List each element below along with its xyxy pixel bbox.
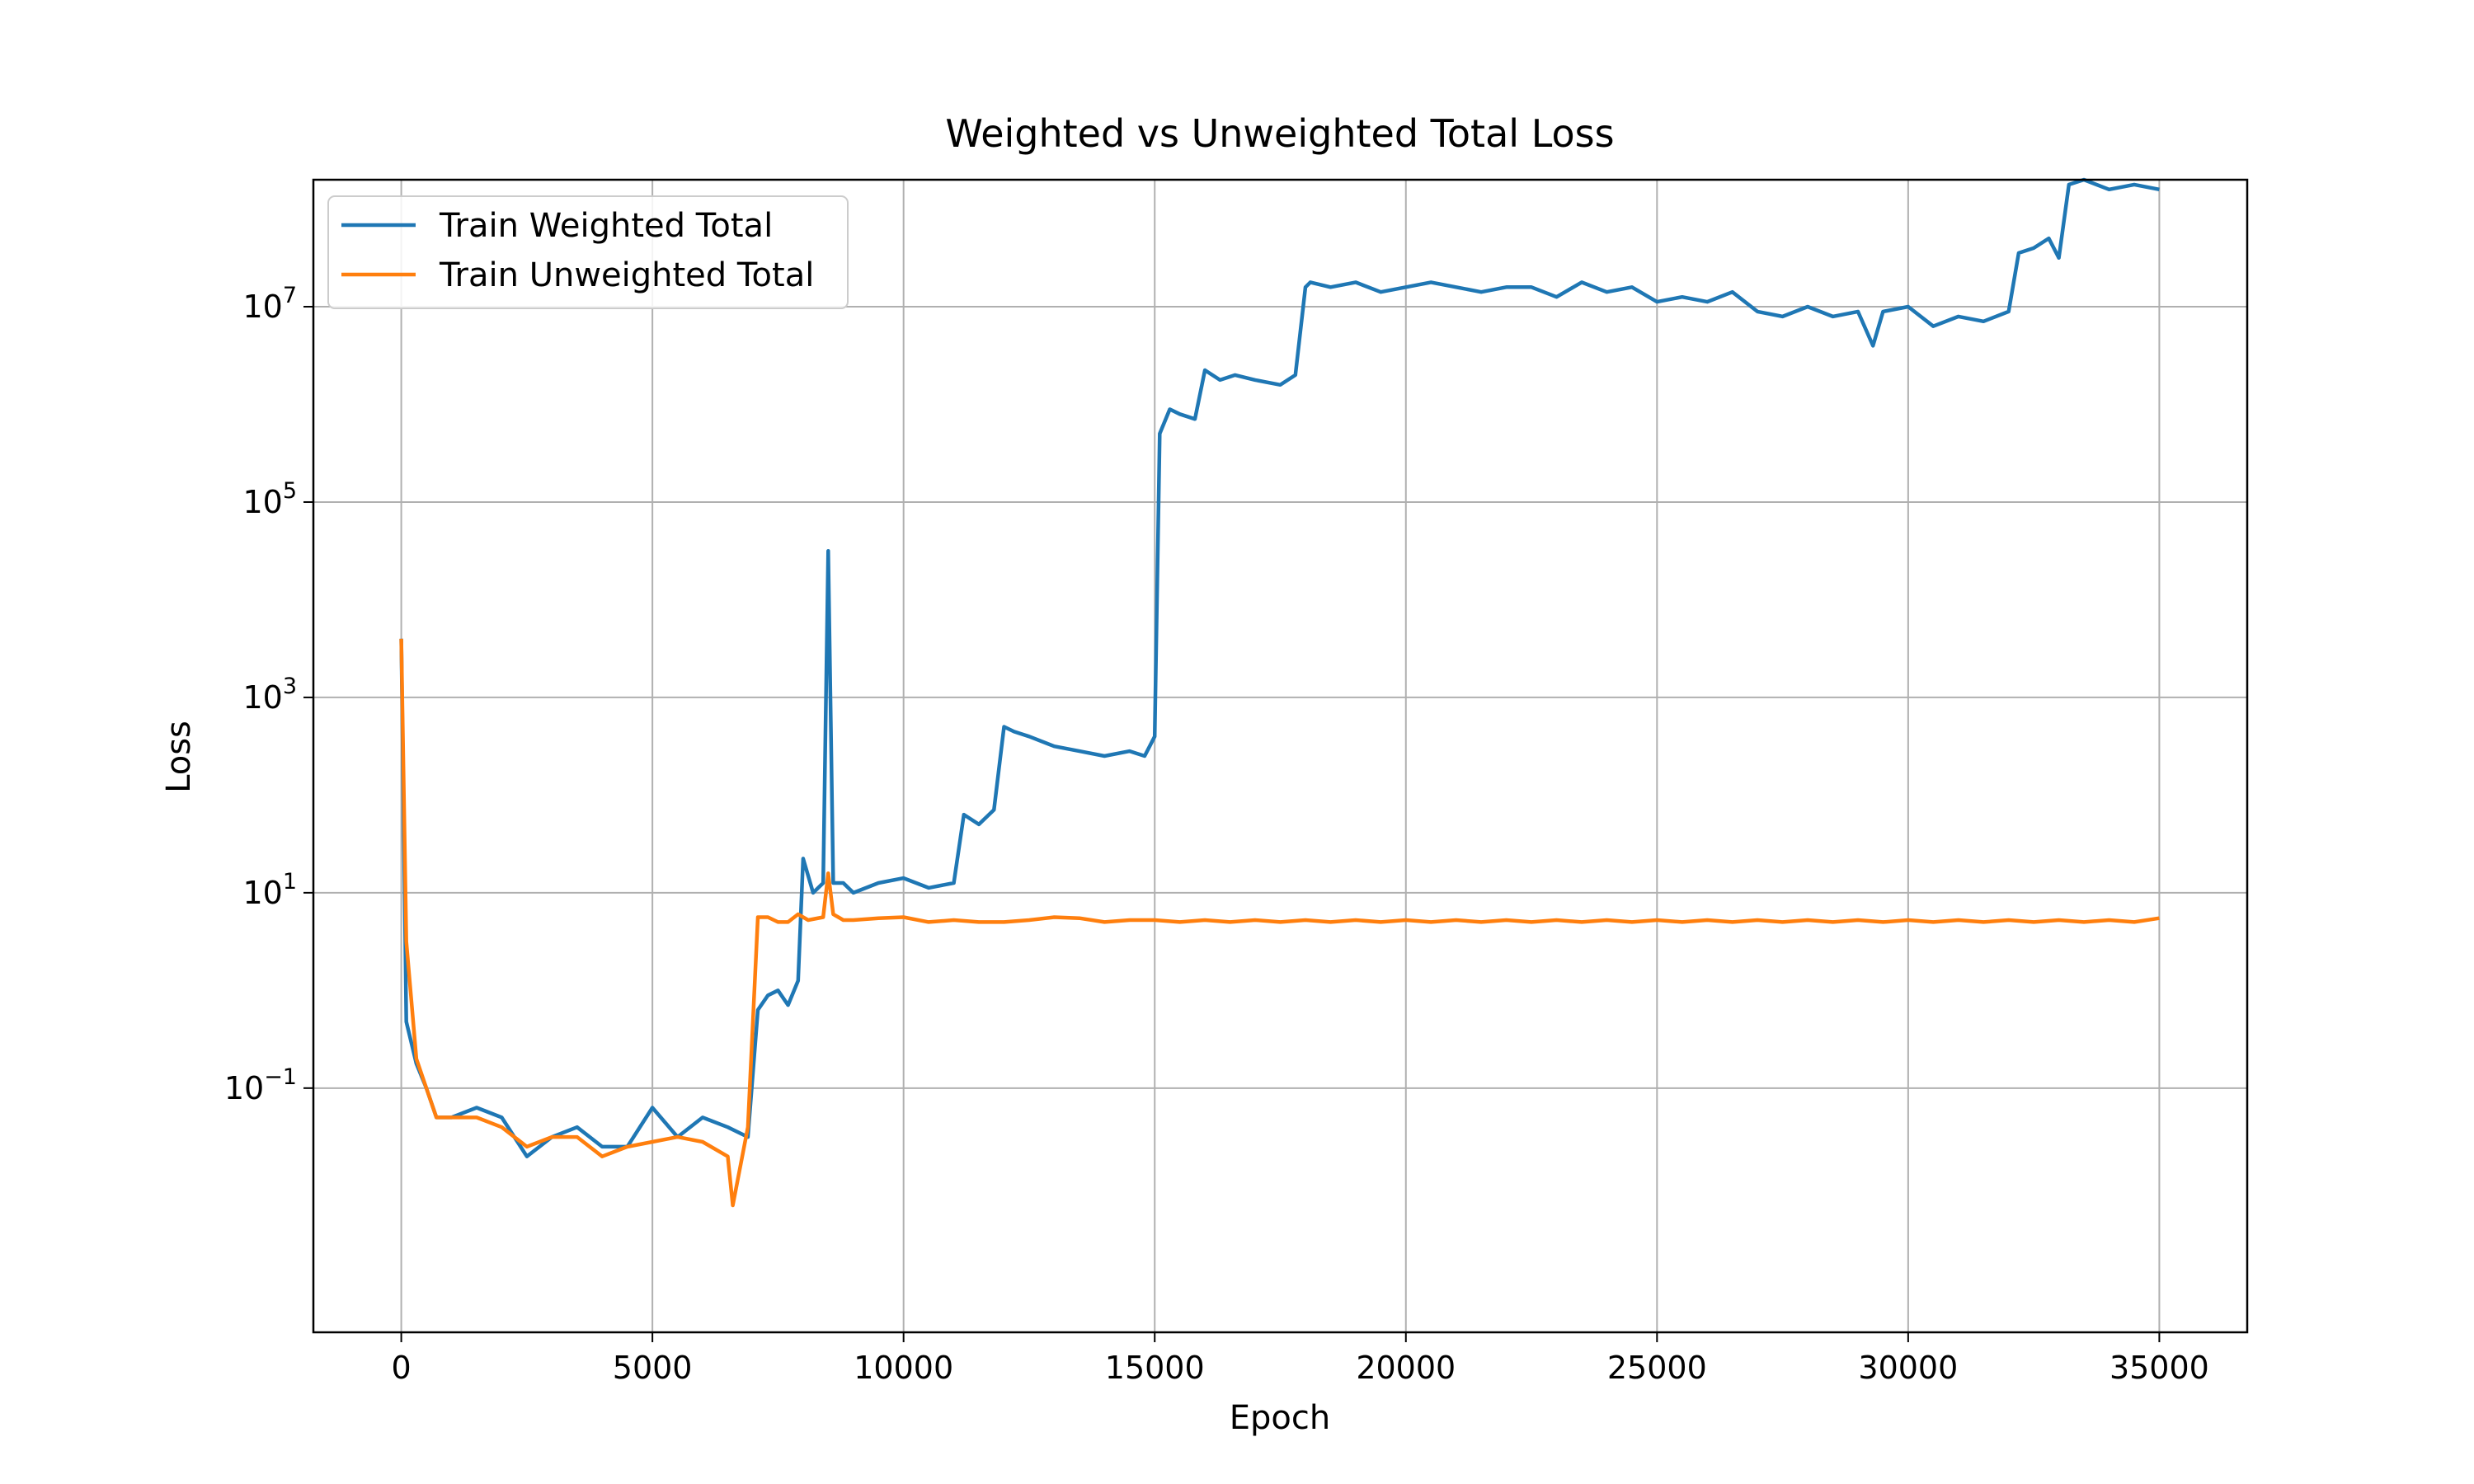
grid-lines	[313, 180, 2247, 1332]
series-line-0	[399, 177, 2160, 1158]
x-tick-label: 0	[391, 1350, 411, 1386]
x-tick-label: 35000	[2109, 1350, 2209, 1386]
y-axis-ticks: 10−1 101 103 105 107	[224, 283, 313, 1106]
y-tick-label: 107	[242, 283, 297, 325]
x-tick-label: 10000	[854, 1350, 953, 1386]
y-tick-label: 103	[242, 674, 297, 716]
x-tick-label: 15000	[1105, 1350, 1205, 1386]
x-tick-label: 5000	[613, 1350, 693, 1386]
y-tick-label: 101	[242, 869, 297, 911]
x-tick-label: 30000	[1858, 1350, 1958, 1386]
y-tick-label: 105	[242, 478, 297, 520]
x-tick-label: 25000	[1607, 1350, 1707, 1386]
x-axis-ticks: 0 5000 10000 15000 20000 25000 30000 35000	[391, 1332, 2209, 1386]
y-axis-label: Loss	[160, 721, 198, 793]
series-layer	[399, 177, 2160, 1208]
legend-box	[327, 195, 849, 309]
legend: Train Weighted Total Train Unweighted To…	[327, 195, 849, 309]
x-axis-label: Epoch	[1230, 1399, 1330, 1437]
x-tick-label: 20000	[1356, 1350, 1456, 1386]
legend-label-weighted: Train Weighted Total	[439, 207, 773, 245]
plot-frame	[312, 178, 2249, 1334]
chart-title: Weighted vs Unweighted Total Loss	[945, 111, 1614, 156]
series-line-1	[399, 638, 2160, 1208]
legend-label-unweighted: Train Unweighted Total	[439, 256, 814, 294]
y-tick-label: 10−1	[224, 1064, 297, 1106]
